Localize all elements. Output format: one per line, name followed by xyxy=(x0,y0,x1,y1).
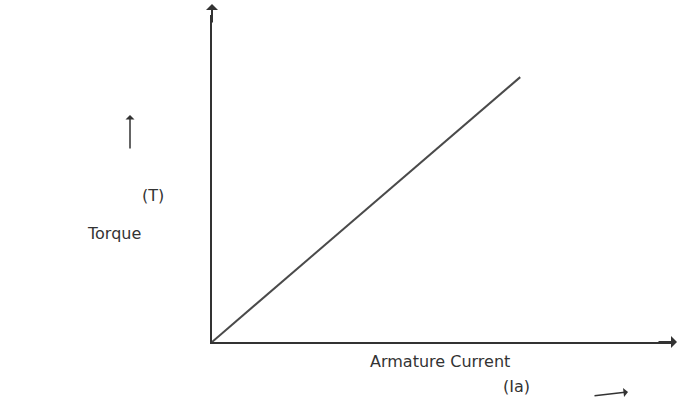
svg-text:(T): (T) xyxy=(142,186,164,205)
svg-text:Armature Current: Armature Current xyxy=(370,352,510,371)
svg-text:Torque: Torque xyxy=(87,224,141,243)
svg-text:(Ia): (Ia) xyxy=(503,377,530,396)
